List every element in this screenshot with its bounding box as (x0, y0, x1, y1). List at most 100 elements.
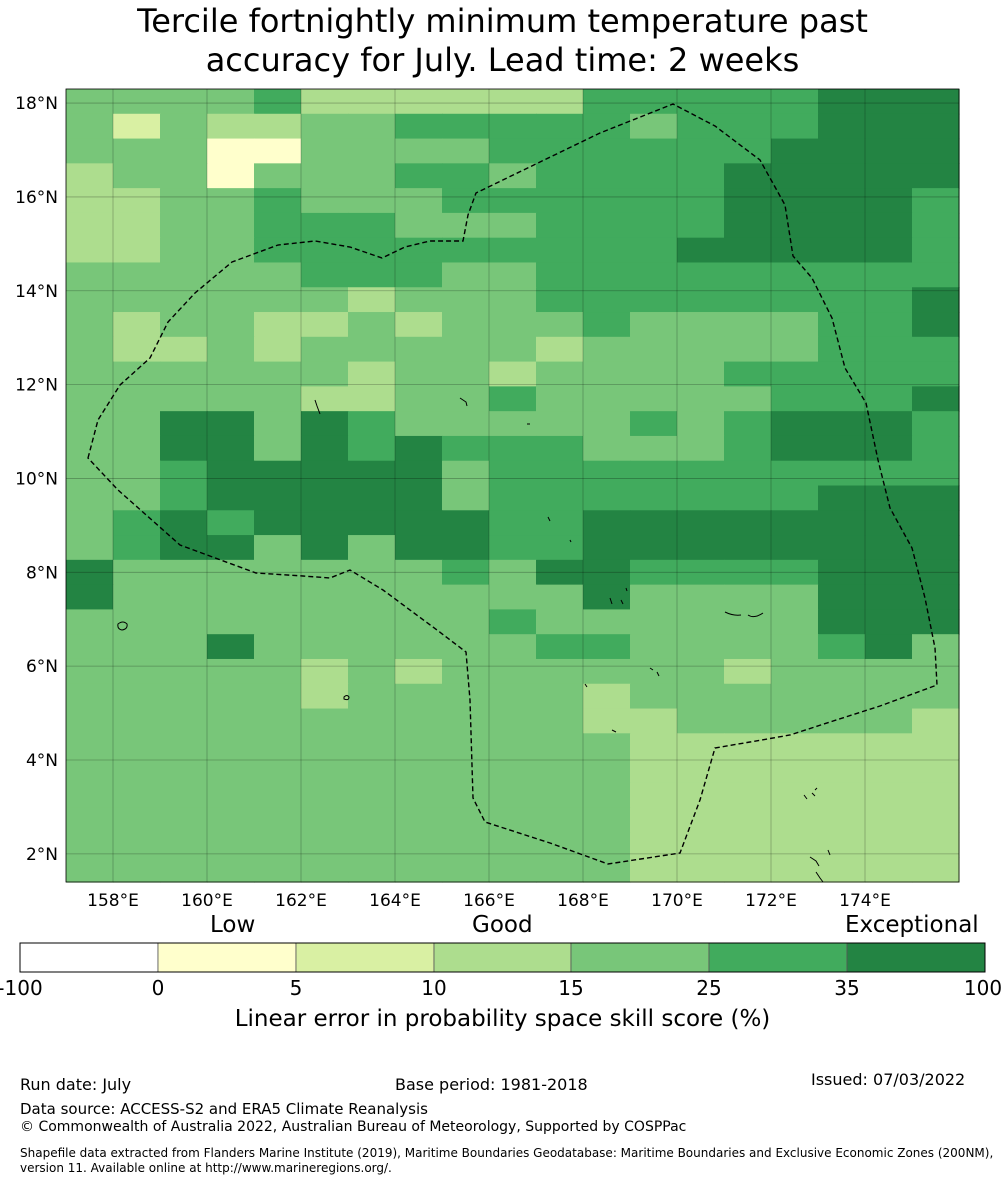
skill-cell (536, 262, 584, 288)
skill-cell (865, 435, 913, 462)
skill-cell (865, 584, 913, 611)
skill-cell (207, 782, 255, 809)
skill-cell (818, 262, 866, 288)
skill-cell (583, 832, 631, 858)
skill-cell (724, 584, 772, 611)
skill-cell (301, 782, 349, 809)
skill-cell (113, 287, 161, 313)
skill-cell (113, 559, 161, 586)
skill-cell (489, 460, 537, 487)
skill-cell (724, 609, 772, 635)
skill-cell (160, 832, 208, 858)
skill-cell (160, 584, 208, 611)
skill-cell (113, 138, 161, 164)
skill-cell (818, 733, 866, 759)
skill-cell (395, 163, 443, 189)
skill-cell (724, 188, 772, 214)
skill-cell (66, 361, 114, 387)
colorbar-word-good: Good (472, 912, 533, 938)
skill-cell (724, 658, 772, 685)
skill-cell (442, 609, 490, 635)
longitude-tick-label: 164°E (369, 891, 421, 911)
skill-cell (160, 287, 208, 313)
skill-cell (301, 485, 349, 511)
skill-cell (207, 262, 255, 288)
skill-cell (207, 287, 255, 313)
skill-cell (160, 411, 208, 437)
skill-cell (912, 262, 960, 288)
longitude-tick-label: 160°E (181, 891, 233, 911)
skill-cell (113, 658, 161, 685)
skill-cell (912, 386, 960, 412)
skill-cell (724, 683, 772, 710)
skill-cell (724, 262, 772, 288)
skill-cell (113, 411, 161, 437)
skill-cell (912, 758, 960, 784)
skill-cell (160, 138, 208, 164)
skill-cell (630, 485, 678, 511)
skill-cell (489, 113, 537, 140)
skill-cell (630, 658, 678, 685)
skill-cell (66, 609, 114, 635)
skill-cell (912, 535, 960, 561)
skill-cell (724, 361, 772, 387)
skill-cell (818, 609, 866, 635)
skill-cell (207, 361, 255, 387)
skill-cell (301, 336, 349, 363)
skill-cell (630, 188, 678, 214)
skill-cell (301, 386, 349, 412)
skill-cell (536, 807, 584, 834)
skill-cell (630, 212, 678, 239)
skill-cell (583, 782, 631, 809)
skill-cell (113, 683, 161, 710)
skill-cell (442, 237, 490, 264)
base-period: Base period: 1981-2018 (395, 1075, 588, 1094)
skill-cell (66, 683, 114, 710)
skill-cell (771, 386, 819, 412)
skill-cell (207, 188, 255, 214)
skill-cell (583, 460, 631, 487)
skill-cell (348, 733, 396, 759)
skill-cell (724, 237, 772, 264)
skill-cell (442, 460, 490, 487)
skill-cell (771, 683, 819, 710)
skill-cell (583, 336, 631, 363)
skill-cell (207, 113, 255, 140)
skill-cell (489, 138, 537, 164)
skill-cell (912, 212, 960, 239)
skill-cell (442, 138, 490, 164)
skill-cell (583, 658, 631, 685)
skill-cell (583, 113, 631, 140)
skill-cell (207, 212, 255, 239)
skill-cell (630, 758, 678, 784)
skill-cell (301, 361, 349, 387)
skill-cell (301, 658, 349, 685)
skill-cell (583, 559, 631, 586)
latitude-ticks: 18°N 16°N 14°N 12°N 10°N 8°N 6°N 4°N 2°N (15, 94, 58, 865)
skill-cell (865, 113, 913, 140)
skill-cell (865, 758, 913, 784)
skill-cell (818, 535, 866, 561)
skill-cell (536, 435, 584, 462)
skill-cell (395, 708, 443, 734)
skill-cell (113, 262, 161, 288)
skill-cell (912, 336, 960, 363)
skill-cell (348, 559, 396, 586)
skill-cell (630, 262, 678, 288)
skill-cell (442, 634, 490, 660)
skill-cell (160, 361, 208, 387)
skill-cell (348, 386, 396, 412)
skill-cell (818, 188, 866, 214)
skill-cell (630, 535, 678, 561)
skill-cell (395, 435, 443, 462)
skill-cell (724, 708, 772, 734)
skill-cell (113, 782, 161, 809)
skill-cell (254, 807, 302, 834)
skill-cell (395, 559, 443, 586)
latitude-tick-label: 16°N (15, 188, 58, 208)
skill-cell (583, 510, 631, 536)
skill-cell (395, 212, 443, 239)
skill-cell (536, 708, 584, 734)
skill-cell (583, 237, 631, 264)
